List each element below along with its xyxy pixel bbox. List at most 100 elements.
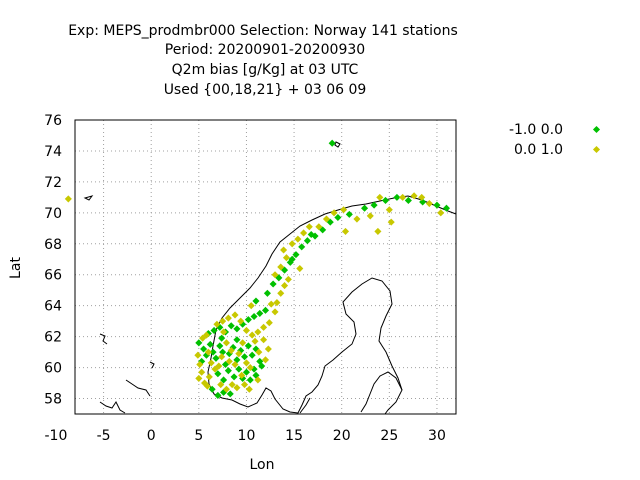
scatter-point-series-2 <box>217 381 225 389</box>
scatter-point-series-2 <box>231 360 239 369</box>
x-tick-label: 10 <box>238 428 256 444</box>
scatter-point-series-2 <box>260 336 268 344</box>
scatter-point-series-1 <box>212 354 220 362</box>
legend-label-series-2: 0.0 1.0 <box>514 142 563 158</box>
scatter-point-series-2 <box>330 209 338 217</box>
scatter-point-series-1 <box>261 306 270 314</box>
scatter-point-series-2 <box>254 328 262 336</box>
x-tick-label: 5 <box>194 428 203 444</box>
y-tick-label: 76 <box>44 113 62 129</box>
scatter-point-series-2 <box>220 328 228 336</box>
scatter-point-series-2 <box>255 348 263 356</box>
scatter-point-series-2 <box>374 227 382 235</box>
scatter-point-series-2 <box>228 381 236 389</box>
scatter-point-series-1 <box>244 316 252 324</box>
scatter-point-series-2 <box>198 368 206 376</box>
scatter-point-series-2 <box>246 364 254 372</box>
legend-marker-series-1 <box>592 125 601 134</box>
scatter-point-series-2 <box>399 193 407 201</box>
scatter-point-series-2 <box>204 348 212 356</box>
scatter-point-series-1 <box>209 348 217 356</box>
scatter-point-series-2 <box>241 381 249 389</box>
x-tick-label: 30 <box>428 428 446 444</box>
scatter-point-series-2 <box>218 353 226 361</box>
scatter-point-series-1 <box>214 391 222 399</box>
scatter-point-series-1 <box>442 204 451 212</box>
y-tick-label: 74 <box>44 144 62 160</box>
scatter-point-series-2 <box>207 359 215 367</box>
x-axis-label: Lon <box>250 457 275 473</box>
scatter-point-series-2 <box>376 193 384 201</box>
scatter-point-series-2 <box>288 240 296 248</box>
scatter-point-series-1 <box>214 370 222 378</box>
scatter-point-series-2 <box>260 323 268 331</box>
scatter-point-series-1 <box>210 326 218 334</box>
scatter-point-series-1 <box>224 367 232 375</box>
scatter-point-series-2 <box>341 227 350 235</box>
legend-marker-series-2 <box>592 145 601 154</box>
scatter-point-series-2 <box>282 254 290 262</box>
y-tick-label: 72 <box>44 175 62 191</box>
scatter-point-series-1 <box>216 342 224 350</box>
scatter-point-series-1 <box>288 255 296 263</box>
x-tick-label: 0 <box>147 428 156 444</box>
scatter-point-series-2 <box>277 289 285 297</box>
chart-title-line-2: Period: 20200901-20200930 <box>165 42 365 58</box>
x-tick-label: 20 <box>333 428 351 444</box>
scatter-point-series-2 <box>296 265 304 273</box>
scatter-point-series-2 <box>280 246 288 254</box>
scatter-point-series-2 <box>387 218 395 226</box>
scatter-point-series-1 <box>269 280 277 288</box>
y-tick-label: 62 <box>44 330 62 346</box>
y-tick-label: 64 <box>44 299 62 315</box>
scatter-point-series-1 <box>195 339 203 347</box>
scatter-point-series-1 <box>393 193 401 201</box>
scatter-point-series-1 <box>433 201 441 209</box>
scatter-point-series-2 <box>366 212 374 220</box>
scatter-point-series-1 <box>246 376 254 384</box>
scatter-point-series-1 <box>256 309 264 317</box>
scatter-point-series-2 <box>222 339 230 347</box>
scatter-point-series-2 <box>196 360 204 369</box>
scatter-point-series-1 <box>230 373 238 381</box>
scatter-point-series-2 <box>235 350 243 358</box>
scatter-point-series-2 <box>225 357 233 365</box>
scatter-point-series-2 <box>245 385 253 393</box>
scatter-point-series-2 <box>227 347 235 355</box>
scatter-point-series-2 <box>222 385 230 393</box>
y-tick-label: 58 <box>44 392 62 408</box>
coastline-map <box>83 141 457 415</box>
scatter-point-series-1 <box>235 365 243 373</box>
scatter-point-series-1 <box>218 334 226 342</box>
scatter-point-series-2 <box>242 359 250 367</box>
scatter-point-series-2 <box>271 308 279 316</box>
scatter-point-series-2 <box>194 351 202 359</box>
scatter-point-series-2 <box>271 271 279 279</box>
scatter-point-series-1 <box>250 312 258 321</box>
chart-title-line-1: Exp: MEPS_prodmbr000 Selection: Norway 1… <box>68 23 458 39</box>
chart-title-line-4: Used {00,18,21} + 03 06 09 <box>164 82 367 98</box>
scatter-point-series-2 <box>202 331 210 339</box>
scatter-point-series-2 <box>340 206 348 214</box>
y-axis-label: Lat <box>8 257 24 279</box>
scatter-point-series-1 <box>258 362 266 370</box>
x-tick-label: -5 <box>97 428 111 444</box>
scatter-point-series-2 <box>205 373 213 381</box>
y-tick-label: 60 <box>44 361 62 377</box>
scatter-point-series-1 <box>361 204 369 212</box>
ticks-layer: -10 -5 0 5 10 15 20 25 30 58 60 62 64 66 68 70 72 74 76 <box>44 113 446 444</box>
chart-title-line-3: Q2m bias [g/Kg] at 03 UTC <box>172 62 359 78</box>
scatter-point-series-2 <box>219 317 227 325</box>
scatter-point-series-2 <box>248 331 256 339</box>
points-layer <box>64 139 451 399</box>
legend-label-series-1: -1.0 0.0 <box>509 122 563 138</box>
scatter-point-series-2 <box>231 311 239 319</box>
scatter-point-series-1 <box>233 325 241 333</box>
scatter-point-series-2 <box>224 314 232 322</box>
scatter-point-series-1 <box>252 297 260 305</box>
scatter-point-series-1 <box>219 348 227 356</box>
scatter-point-series-1 <box>345 210 353 218</box>
scatter-point-series-2 <box>239 339 247 347</box>
scatter-point-series-1 <box>227 322 235 330</box>
